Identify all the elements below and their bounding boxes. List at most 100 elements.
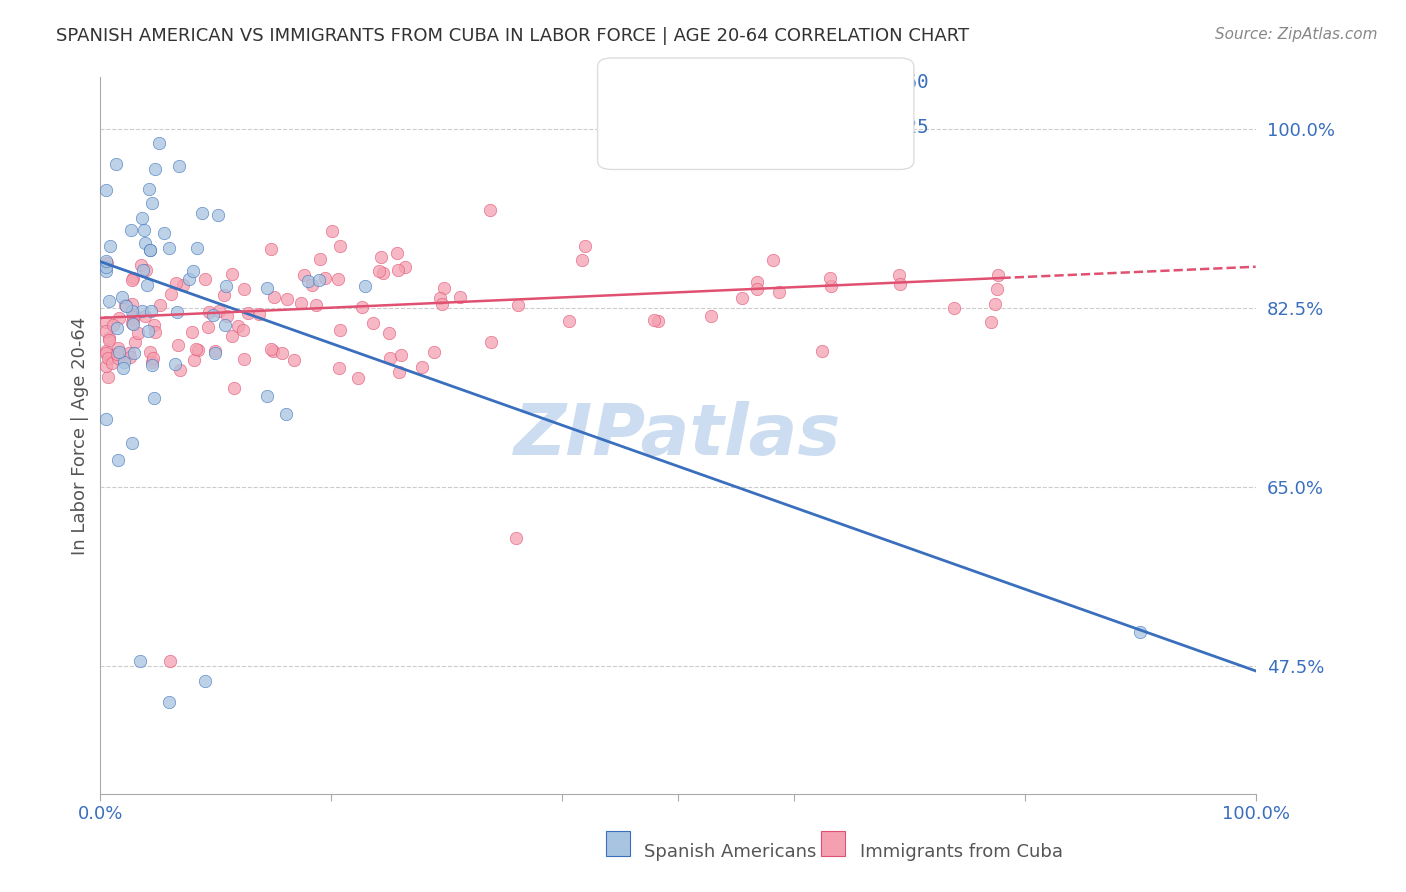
Point [942,301,965,315]
Point [350,300,373,314]
Text: Source: ZipAtlas.com: Source: ZipAtlas.com [1215,27,1378,42]
Point [328,271,350,285]
Point [115,299,138,313]
Point [429,291,451,305]
Point [259,343,281,357]
Point [1129,624,1152,639]
Point [138,182,160,196]
Point [263,290,285,304]
Point [114,298,136,312]
Point [202,308,225,322]
Point [172,277,194,292]
Point [148,136,170,150]
Point [215,279,238,293]
Point [224,381,246,395]
Point [111,361,134,376]
Point [394,260,416,275]
Point [328,361,350,376]
Point [301,277,323,292]
Point [138,243,160,257]
Point [314,271,336,285]
Point [745,282,768,296]
Point [329,323,352,337]
Point [101,356,124,370]
Point [143,318,166,332]
Point [194,272,217,286]
Point [321,224,343,238]
Point [105,321,128,335]
Point [571,252,593,267]
Point [108,310,131,325]
Point [505,531,527,545]
Point [112,355,135,369]
Point [274,407,297,421]
Point [169,363,191,377]
Point [96,256,118,270]
Point [820,278,842,293]
Point [97,351,120,366]
Point [389,347,412,361]
Point [647,314,669,328]
Point [208,304,231,318]
Point [449,290,471,304]
Point [986,282,1008,296]
Point [297,274,319,288]
Point [368,264,391,278]
Point [94,314,117,328]
Point [276,292,298,306]
Point [479,203,502,218]
Point [121,296,143,310]
Point [121,273,143,287]
Text: R =  0.239    N = 125: R = 0.239 N = 125 [682,118,928,137]
Point [94,325,117,339]
Point [186,343,208,357]
Point [305,298,328,312]
Point [984,296,1007,310]
Y-axis label: In Labor Force | Age 20-64: In Labor Force | Age 20-64 [72,317,89,555]
Point [129,654,152,668]
Point [283,352,305,367]
Point [145,325,167,339]
Point [105,157,128,171]
Point [212,287,235,301]
Point [699,310,721,324]
Point [378,326,401,340]
Point [121,318,143,332]
Point [103,318,125,333]
Point [111,290,134,304]
Point [122,313,145,327]
Point [94,183,117,197]
Point [98,294,121,309]
Point [98,239,121,253]
Point [121,271,143,285]
Point [94,260,117,274]
Point [141,358,163,372]
Point [558,313,581,327]
Point [107,351,129,365]
Point [167,159,190,173]
Point [889,277,911,291]
Point [292,268,315,283]
Point [127,326,149,340]
Point [215,309,238,323]
Point [107,342,129,356]
Point [747,275,769,289]
Point [181,325,204,339]
Point [98,331,121,345]
Point [479,335,502,350]
Point [197,319,219,334]
Point [131,304,153,318]
Point [94,263,117,277]
Point [191,206,214,220]
Point [233,352,256,367]
Point [183,353,205,368]
Point [122,345,145,359]
Point [138,324,160,338]
Point [233,282,256,296]
Point [198,304,221,318]
Point [135,262,157,277]
Point [820,270,842,285]
Point [387,263,409,277]
Point [411,359,433,374]
Point [430,297,453,311]
